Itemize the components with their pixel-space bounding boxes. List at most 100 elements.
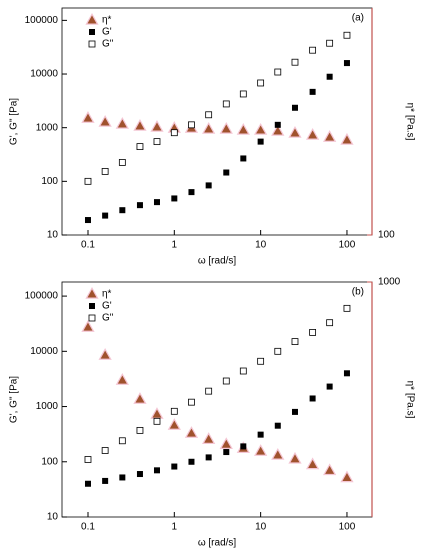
y2-tick-label: 100 xyxy=(378,230,395,241)
triangle-marker xyxy=(305,457,320,470)
open-square-marker xyxy=(118,159,126,166)
triangle-marker xyxy=(271,124,285,136)
open-square-marker xyxy=(170,129,178,137)
triangle-marker xyxy=(271,447,285,460)
open-square-marker xyxy=(84,177,92,185)
square-marker xyxy=(153,199,160,206)
square-marker xyxy=(171,463,178,470)
open-square-marker xyxy=(257,79,265,87)
square-marker xyxy=(257,138,264,145)
open-square-marker xyxy=(309,46,317,54)
open-square-marker xyxy=(343,31,351,39)
square-marker xyxy=(274,121,281,128)
square-marker xyxy=(136,471,143,478)
square-marker xyxy=(257,431,264,438)
triangle-marker xyxy=(133,392,147,404)
panel-label: (b) xyxy=(352,287,364,298)
open-square-marker xyxy=(291,58,299,66)
open-square-marker xyxy=(222,377,230,385)
x-tick-label: 1 xyxy=(172,522,178,533)
x-tick-label: 10 xyxy=(255,522,267,533)
y-tick-label: 10000 xyxy=(30,69,58,80)
square-marker xyxy=(223,449,230,456)
open-square-marker xyxy=(136,143,144,151)
open-square-marker xyxy=(205,387,213,395)
square-marker xyxy=(291,104,298,111)
square-marker xyxy=(205,182,212,189)
open-square-marker xyxy=(239,367,247,375)
open-square-marker xyxy=(118,437,126,445)
triangle-marker xyxy=(323,130,337,142)
y-axis-label: G', G" [Pa] xyxy=(9,376,20,423)
open-square-marker xyxy=(205,111,213,119)
square-marker xyxy=(240,443,247,450)
open-square-marker xyxy=(291,338,299,345)
y-tick-label: 100 xyxy=(41,456,58,467)
open-square-marker xyxy=(274,347,282,355)
triangle-marker xyxy=(85,12,99,25)
x-axis-label: ω [rad/s] xyxy=(198,538,237,549)
y-tick-label: 100 xyxy=(41,176,58,187)
open-square-marker xyxy=(88,314,96,322)
triangle-marker xyxy=(305,127,320,140)
square-marker xyxy=(309,88,316,95)
square-marker xyxy=(240,155,247,162)
legend-label: G' xyxy=(102,301,112,312)
square-marker xyxy=(153,467,160,474)
open-square-marker xyxy=(188,398,195,406)
triangle-marker xyxy=(202,432,216,444)
triangle-marker xyxy=(202,121,216,134)
triangle-marker xyxy=(184,426,199,438)
open-square-marker xyxy=(101,168,109,175)
y2-tick-label: 1000 xyxy=(378,277,401,288)
x-tick-label: 0.1 xyxy=(81,240,95,251)
square-marker xyxy=(119,207,126,214)
legend-label: G" xyxy=(102,39,114,50)
y-tick-label: 10000 xyxy=(30,346,58,357)
y-tick-label: 1000 xyxy=(36,122,59,133)
y2-axis-label: η* [Pa.s] xyxy=(404,103,415,141)
open-square-marker xyxy=(257,357,265,365)
triangle-marker xyxy=(98,348,112,360)
y-tick-label: 1000 xyxy=(36,401,59,412)
x-tick-label: 10 xyxy=(255,240,267,251)
triangle-marker xyxy=(85,286,99,299)
square-marker xyxy=(205,454,212,461)
y-axis-label: G', G" [Pa] xyxy=(9,98,20,145)
open-square-marker xyxy=(101,447,109,454)
triangle-marker xyxy=(323,463,337,476)
open-square-marker xyxy=(326,319,334,327)
triangle-marker xyxy=(81,320,95,332)
square-marker xyxy=(343,60,350,67)
square-marker xyxy=(102,212,109,219)
square-marker xyxy=(171,195,178,202)
x-tick-label: 100 xyxy=(339,522,356,533)
x-tick-label: 100 xyxy=(339,240,356,251)
legend-label: η* xyxy=(102,15,112,26)
open-square-marker xyxy=(88,40,96,48)
square-marker xyxy=(188,458,195,465)
triangle-marker xyxy=(340,470,354,483)
square-marker xyxy=(343,370,350,377)
y-tick-label: 10 xyxy=(47,230,59,241)
square-marker xyxy=(136,202,143,209)
triangle-marker xyxy=(253,444,268,456)
triangle-marker xyxy=(288,451,302,464)
triangle-marker xyxy=(167,418,181,430)
open-square-marker xyxy=(326,39,334,47)
triangle-marker xyxy=(219,437,233,449)
open-square-marker xyxy=(153,138,161,146)
open-square-marker xyxy=(188,121,195,129)
triangle-marker xyxy=(236,122,250,135)
triangle-marker xyxy=(98,114,112,127)
x-tick-label: 0.1 xyxy=(81,522,95,533)
open-square-marker xyxy=(274,68,282,76)
triangle-marker xyxy=(133,118,147,131)
square-marker xyxy=(89,29,95,35)
square-marker xyxy=(309,395,316,402)
legend-label: G" xyxy=(102,313,114,324)
square-marker xyxy=(223,169,230,176)
y-tick-label: 10 xyxy=(47,512,59,523)
triangle-marker xyxy=(253,122,268,135)
square-marker xyxy=(89,303,95,309)
